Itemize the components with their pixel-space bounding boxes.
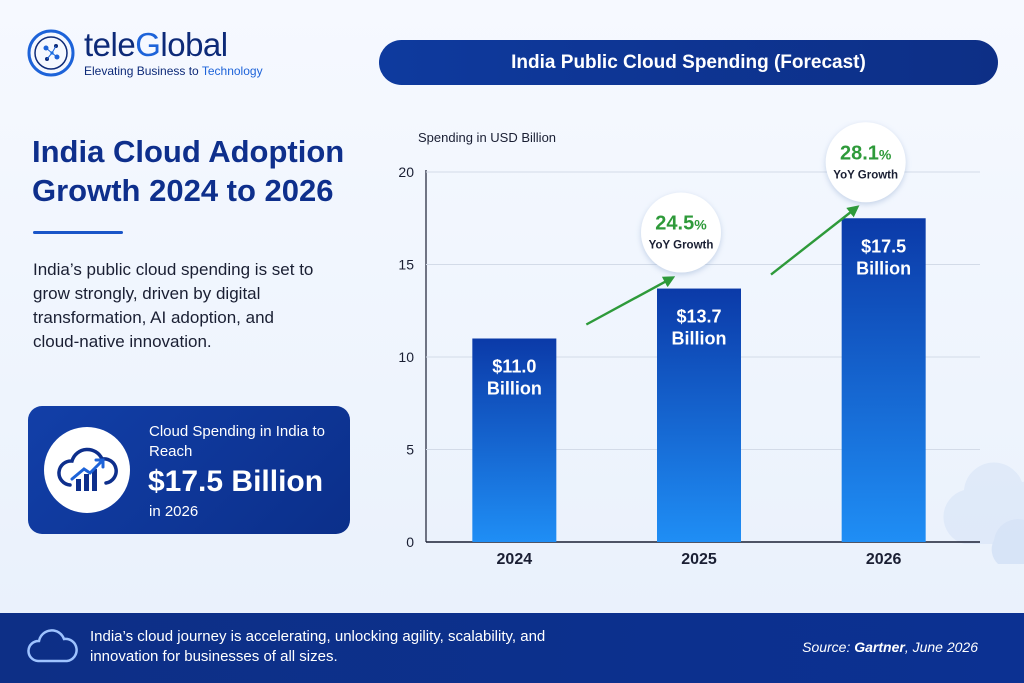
cloud-icon bbox=[27, 629, 78, 663]
y-tick-label: 5 bbox=[406, 442, 414, 458]
bar-2026 bbox=[841, 218, 926, 542]
growth-value: 24.5% bbox=[655, 213, 707, 235]
footer-text: India’s cloud journey is accelerating, u… bbox=[90, 628, 546, 665]
x-tick-label: 2026 bbox=[866, 551, 902, 568]
bar-2024 bbox=[472, 338, 557, 542]
growth-label: YoY Growth bbox=[649, 240, 714, 252]
bar-unit-label: Billion bbox=[856, 258, 911, 278]
bar-value-label: $13.7 bbox=[676, 307, 721, 327]
callout-suffix: in 2026 bbox=[149, 503, 199, 520]
growth-value: 28.1% bbox=[840, 142, 892, 164]
growth-badge bbox=[641, 192, 721, 273]
growth-arrow bbox=[770, 205, 860, 276]
x-tick-label: 2025 bbox=[681, 551, 717, 568]
growth-arrow bbox=[585, 276, 676, 326]
spending-callout: Cloud Spending in India to Reach $17.5 B… bbox=[28, 406, 350, 534]
headline: India Cloud Adoption Growth 2024 to 2026 bbox=[32, 134, 345, 208]
source-citation: Source: Gartner, June 2026 bbox=[802, 639, 978, 655]
cloud-growth-icon bbox=[44, 427, 130, 513]
decorative-cloud-icon bbox=[943, 462, 1024, 564]
y-tick-label: 0 bbox=[406, 534, 414, 550]
description-text: India’s public cloud spending is set to … bbox=[33, 260, 314, 351]
bar-value-label: $11.0 bbox=[492, 357, 536, 377]
growth-label: YoY Growth bbox=[833, 169, 898, 181]
callout-value: $17.5 Billion bbox=[148, 465, 324, 498]
bar-unit-label: Billion bbox=[487, 379, 542, 399]
globe-logo-icon bbox=[27, 29, 75, 77]
bar-2025 bbox=[657, 288, 741, 542]
y-tick-label: 15 bbox=[398, 257, 414, 273]
chart-title: India Public Cloud Spending (Forecast) bbox=[379, 40, 998, 85]
bar-value-label: $17.5 bbox=[861, 236, 906, 256]
growth-badge bbox=[825, 122, 906, 203]
bar-unit-label: Billion bbox=[672, 329, 727, 349]
brand-name: teleGlobal bbox=[84, 25, 228, 63]
x-tick-label: 2024 bbox=[497, 551, 533, 568]
headline-divider bbox=[33, 231, 123, 234]
y-tick-label: 20 bbox=[398, 164, 414, 180]
footer-banner: India’s cloud journey is accelerating, u… bbox=[0, 613, 1024, 683]
brand-tagline: Elevating Business to Technology bbox=[84, 63, 263, 78]
y-tick-label: 10 bbox=[398, 349, 414, 365]
brand-logo: teleGlobal Elevating Business to Technol… bbox=[26, 28, 263, 78]
callout-prefix: Cloud Spending in India to Reach bbox=[149, 423, 325, 460]
y-axis-label: Spending in USD Billion bbox=[418, 130, 557, 145]
